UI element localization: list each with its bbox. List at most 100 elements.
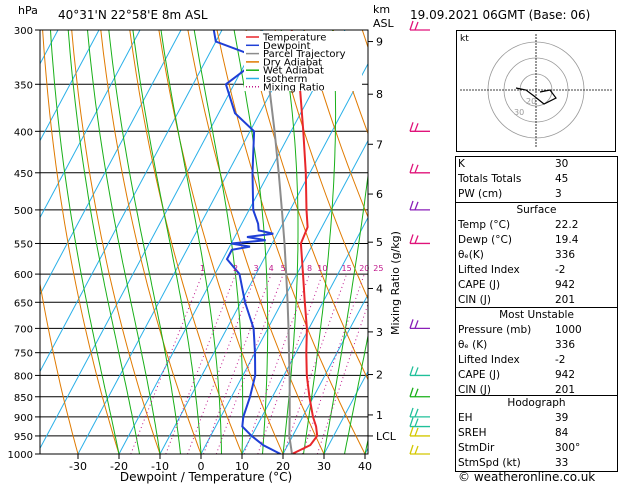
index-value: 45 <box>555 173 569 185</box>
index-row: Totals Totals 45 <box>456 172 617 187</box>
index-label: θₑ (K) <box>458 339 488 351</box>
mixing-ratio-label: 2 <box>233 264 238 273</box>
x-tick-label: 30 <box>317 460 331 473</box>
most-unstable-title: Most Unstable <box>499 309 574 321</box>
wind-barb-flag <box>414 445 419 455</box>
km-tick-label: 3 <box>376 326 383 339</box>
index-label: Totals Totals <box>458 173 522 185</box>
x-axis-label: Dewpoint / Temperature (°C) <box>120 470 292 484</box>
index-value: 84 <box>555 427 569 439</box>
chart-axes: 3003504004505005506006507007508008509009… <box>8 26 397 473</box>
wind-barb-flag <box>409 417 414 427</box>
pressure-label: 650 <box>14 298 33 309</box>
index-label: EH <box>458 412 473 424</box>
hpa-label: hPa <box>18 4 38 17</box>
hodograph-stats-title: Hodograph <box>507 397 566 409</box>
index-row: θₑ (K) 336 <box>456 338 617 353</box>
isotherm <box>200 139 368 454</box>
index-row: CIN (J) 201 <box>456 383 617 398</box>
isotherm <box>282 293 368 454</box>
dry-adiabat <box>71 30 161 454</box>
km-tick-label: 4 <box>376 282 383 295</box>
index-value: -2 <box>555 354 566 366</box>
pressure-label: 300 <box>14 26 33 37</box>
dry-adiabat <box>274 30 368 301</box>
pressure-label: 900 <box>14 413 33 424</box>
x-tick-label: -30 <box>69 460 87 473</box>
wind-barb-flag <box>414 123 419 132</box>
mixing-ratio-label: 10 <box>317 264 327 273</box>
index-value: 336 <box>555 339 576 351</box>
index-value: 201 <box>555 384 576 396</box>
wind-barb-flag <box>409 163 414 173</box>
index-label: CAPE (J) <box>458 369 501 381</box>
km-tick-label: 9 <box>376 36 383 49</box>
index-value: 3 <box>555 188 562 200</box>
isotherm <box>118 30 346 454</box>
index-label: Temp (°C) <box>458 219 511 231</box>
wind-barb-flag <box>414 367 419 376</box>
isotherm <box>40 30 100 142</box>
wet-adiabat <box>160 30 222 454</box>
index-row: Lifted Index -2 <box>456 353 617 368</box>
most-unstable-box: Most Unstable Pressure (mb) 1000 θₑ (K) 336… <box>455 307 618 399</box>
dry-adiabat <box>100 30 202 454</box>
dry-adiabat <box>129 30 243 454</box>
pressure-label: 550 <box>14 239 33 250</box>
isotherm <box>40 30 141 219</box>
x-tick-label: -20 <box>110 460 128 473</box>
km-tick-label: 7 <box>376 138 383 151</box>
pressure-label: 400 <box>14 127 33 138</box>
mixing-ratio-label: 8 <box>307 264 312 273</box>
mixing-ratio-label: 20 <box>359 264 369 273</box>
isotherm <box>77 30 305 454</box>
index-label: Dewp (°C) <box>458 234 512 246</box>
index-value: 22.2 <box>555 219 579 231</box>
legend-entry: Dry Adiabat <box>263 57 322 68</box>
wind-barb-flag <box>414 235 419 244</box>
copyright: © weatheronline.co.uk <box>458 470 596 484</box>
wind-barb-flag <box>414 418 419 427</box>
x-tick-label: 40 <box>358 460 372 473</box>
wind-barb-flag <box>414 388 419 397</box>
index-value: 942 <box>555 279 576 291</box>
wind-barbs <box>409 20 430 455</box>
km-tick-label: LCL <box>376 430 397 443</box>
pressure-label: 850 <box>14 393 33 404</box>
isotherm <box>323 370 368 454</box>
most-unstable-table: Pressure (mb) 1000 θₑ (K) 336 Lifted Index -2… <box>456 323 617 398</box>
mixing-ratio-line <box>215 273 284 454</box>
pressure-label: 500 <box>14 206 33 217</box>
hodograph-stats-table: EH 39 SREH 84 StmDir 300° StmSpd (kt) 33 <box>456 411 617 471</box>
index-label: Pressure (mb) <box>458 324 532 336</box>
mixing-ratio-line <box>203 273 272 454</box>
mixing-ratio-line <box>130 273 203 454</box>
pressure-label: 1000 <box>8 450 33 461</box>
km-label: km <box>373 3 390 16</box>
wind-barb-flag <box>409 387 414 397</box>
dry-adiabat <box>42 30 120 454</box>
hodograph-trace <box>515 87 557 105</box>
wet-adiabat <box>50 30 120 454</box>
pressure-label: 700 <box>14 324 33 335</box>
index-label: CIN (J) <box>458 294 491 306</box>
legend-entry: Parcel Trajectory <box>263 49 346 60</box>
index-row: K 30 <box>456 157 617 172</box>
isotherm <box>40 30 264 450</box>
index-row: Lifted Index -2 <box>456 263 617 278</box>
surface-table: Temp (°C) 22.2 Dewp (°C) 19.4 θₑ(K) 336 Lifted… <box>456 218 617 308</box>
isotherm <box>159 62 368 454</box>
legend-entry: Temperature <box>262 33 326 44</box>
hodograph-stats-box: Hodograph EH 39 SREH 84 StmDir 300° StmSpd (kt… <box>455 395 618 472</box>
index-value: 201 <box>555 294 576 306</box>
mixing-ratio-label: 4 <box>269 264 274 273</box>
chart-curves <box>212 30 319 454</box>
wet-adiabat <box>280 30 299 454</box>
hodograph-ring-label: 20 <box>526 97 536 106</box>
mixing-ratio-line <box>165 273 237 454</box>
index-value: 942 <box>555 369 576 381</box>
wet-adiabat <box>323 171 368 454</box>
